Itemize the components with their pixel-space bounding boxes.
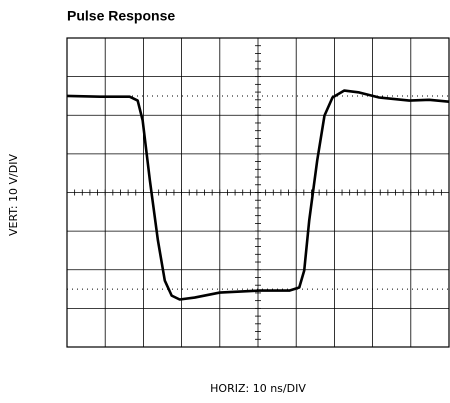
y-axis-label: VERT: 10 V/DIV [7, 154, 20, 236]
waveform [66, 89, 450, 301]
x-axis-label: HORIZ: 10 ns/DIV [210, 382, 306, 395]
plot-frame [66, 37, 450, 348]
chart-title: Pulse Response [67, 8, 175, 24]
